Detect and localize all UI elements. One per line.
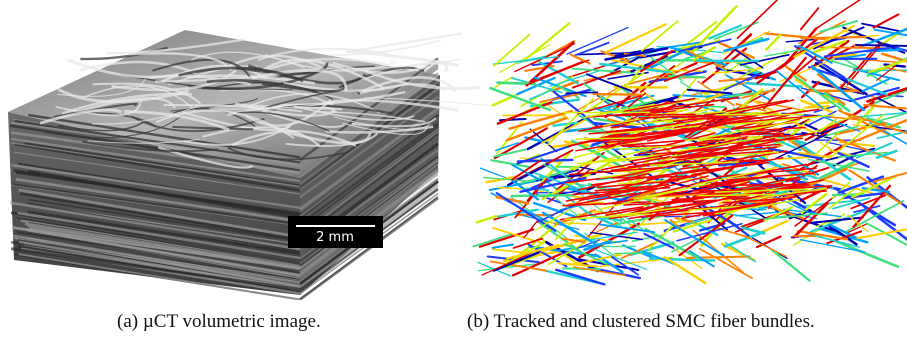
bundle-fiber (735, 49, 763, 67)
figure: 2 mm (a) µCT volumetric image. (b) Track… (0, 0, 907, 340)
fiber-bundles (473, 0, 907, 284)
bundle-fiber (726, 243, 756, 262)
bundle-fiber (801, 8, 819, 29)
caption-a: (a) µCT volumetric image. (117, 311, 321, 333)
bundle-fiber (709, 25, 741, 38)
bundle-fiber (829, 115, 883, 159)
bundle-fiber (786, 40, 814, 42)
bundle-fiber (566, 92, 597, 93)
bundle-fiber (725, 232, 763, 246)
figure-images: 2 mm (0, 0, 907, 300)
bundle-fiber (512, 195, 574, 196)
bundle-fiber (743, 235, 786, 256)
bundle-fiber (757, 237, 780, 247)
bundle-fiber (567, 27, 628, 54)
bundle-fiber (572, 69, 633, 73)
bundle-fiber (724, 73, 761, 90)
bundle-fiber (856, 45, 907, 46)
scale-bar-label: 2 mm (316, 230, 354, 245)
bundle-fiber (834, 240, 898, 266)
bundle-fiber (490, 88, 550, 110)
bundle-fiber (593, 94, 641, 95)
bundle-fiber (526, 60, 589, 85)
bundle-fiber (497, 193, 556, 231)
bundle-fiber (867, 223, 907, 250)
caption-b: (b) Tracked and clustered SMC fiber bund… (467, 311, 815, 333)
ct-volume: 2 mm (8, 30, 495, 300)
bundle-fiber (530, 91, 551, 100)
bundle-fiber (737, 0, 779, 38)
bundle-fiber (806, 106, 829, 107)
bundle-fiber (524, 221, 537, 238)
bundle-fiber (874, 14, 899, 27)
bundle-fiber (477, 216, 496, 222)
bundle-fiber (766, 35, 780, 50)
bundle-fiber (772, 250, 810, 281)
bundle-fiber (493, 245, 513, 248)
